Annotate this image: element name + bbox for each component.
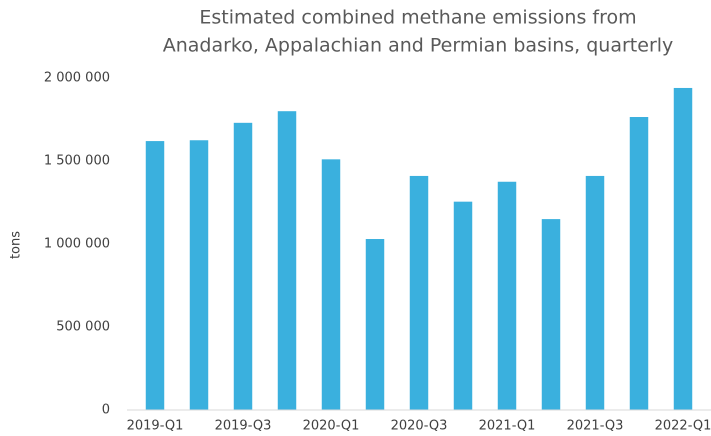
bar xyxy=(365,239,385,410)
y-tick-label: 2 000 000 xyxy=(44,71,110,86)
bar xyxy=(453,201,473,410)
chart-title: Estimated combined methane emissions fro… xyxy=(199,7,636,29)
y-tick-label: 1 000 000 xyxy=(44,237,110,252)
bar xyxy=(145,141,165,410)
bar xyxy=(673,87,693,411)
x-tick-label: 2019-Q1 xyxy=(127,419,184,434)
bar xyxy=(277,111,297,410)
bar xyxy=(233,122,253,410)
x-tick-label: 2019-Q3 xyxy=(215,419,272,434)
chart-title: Anadarko, Appalachian and Permian basins… xyxy=(163,35,674,57)
bar xyxy=(409,175,429,410)
bar xyxy=(629,117,649,410)
y-tick-label: 0 xyxy=(102,403,110,418)
bar xyxy=(189,140,209,410)
x-tick-label: 2020-Q1 xyxy=(303,419,360,434)
y-tick-label: 1 500 000 xyxy=(44,154,110,169)
y-axis-label: tons xyxy=(9,231,24,259)
x-tick-label: 2021-Q3 xyxy=(567,419,624,434)
bar xyxy=(585,175,605,410)
bar xyxy=(321,159,341,410)
x-tick-label: 2021-Q1 xyxy=(479,419,536,434)
bar xyxy=(497,181,517,410)
x-tick-label: 2022-Q1 xyxy=(655,419,711,434)
y-tick-label: 500 000 xyxy=(56,320,110,335)
bar xyxy=(541,219,561,410)
x-tick-label: 2020-Q3 xyxy=(391,419,448,434)
